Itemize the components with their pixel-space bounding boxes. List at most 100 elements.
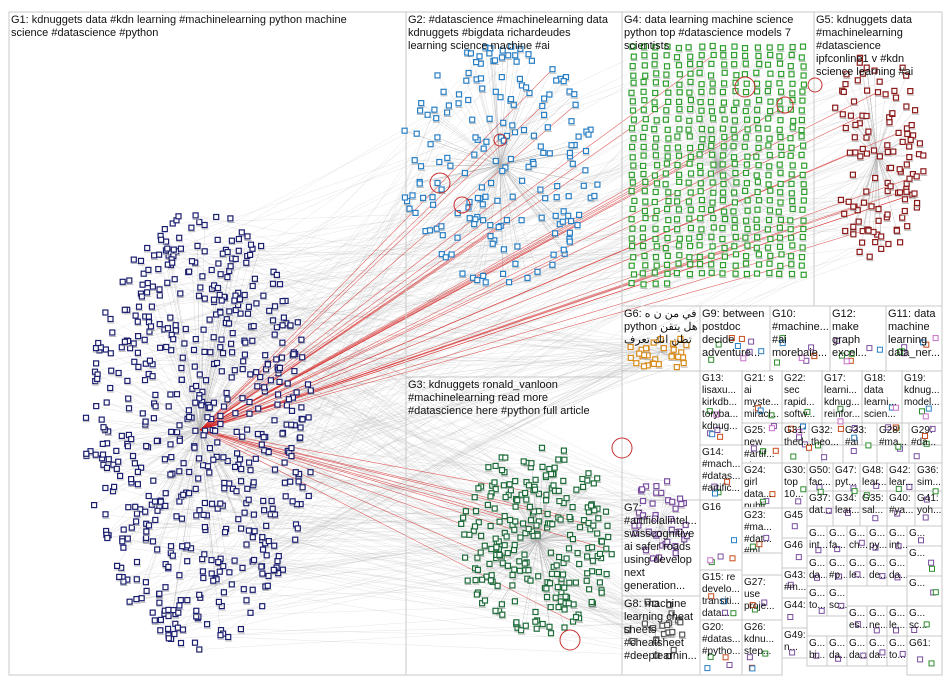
node-g2	[500, 270, 507, 277]
node-g1	[191, 639, 199, 646]
node-g50	[817, 488, 824, 495]
node-g4	[707, 98, 715, 106]
edge	[199, 264, 792, 431]
node-g4	[663, 52, 670, 59]
edge	[116, 468, 644, 502]
edge	[430, 144, 501, 166]
node-g5	[875, 217, 882, 224]
node-g5	[890, 148, 897, 155]
node-g3	[533, 625, 540, 632]
node-g3	[475, 485, 482, 492]
node-g4	[733, 179, 740, 186]
node-g2	[538, 214, 545, 221]
edge	[537, 539, 593, 561]
edge	[173, 339, 201, 431]
node-gm8	[854, 571, 861, 578]
edge	[138, 243, 889, 337]
node-g1	[237, 625, 244, 633]
edge	[179, 236, 700, 441]
group-label-gm15: G... le...	[889, 608, 906, 631]
node-g2	[413, 130, 420, 137]
node-gm16	[813, 652, 820, 659]
edge	[204, 298, 687, 346]
node-g5	[908, 121, 915, 129]
node-g4	[687, 224, 695, 232]
node-g1	[174, 624, 181, 631]
node-g1	[220, 589, 227, 596]
node-g3	[598, 589, 605, 596]
node-g1	[157, 344, 164, 351]
node-g4	[720, 52, 727, 59]
node-g4	[708, 126, 715, 133]
node-g4	[664, 234, 671, 242]
group-label-g3: G3: kdnuggets ronald_vanloon #machinelea…	[408, 379, 590, 417]
node-g7	[642, 547, 650, 554]
node-g4	[789, 242, 796, 249]
node-g4	[754, 178, 762, 185]
node-g4	[767, 98, 774, 105]
node-g4	[709, 243, 716, 250]
edge	[153, 429, 201, 481]
edge	[263, 182, 888, 438]
node-g4	[787, 152, 794, 159]
node-g3	[608, 551, 615, 558]
node-g5	[863, 134, 870, 141]
node-g3	[504, 549, 511, 557]
node-g1	[227, 263, 234, 270]
node-g1	[204, 414, 211, 421]
edge	[199, 248, 253, 431]
node-g1	[237, 310, 244, 317]
node-g3	[563, 555, 570, 562]
node-g7	[639, 497, 647, 505]
node-g3	[528, 460, 535, 467]
node-g1	[165, 606, 172, 614]
node-g4	[799, 43, 807, 50]
node-g1	[220, 403, 228, 410]
node-g4	[721, 244, 728, 252]
node-g3	[525, 567, 532, 574]
edge	[434, 109, 501, 166]
node-g1	[162, 502, 169, 509]
node-g4	[789, 43, 796, 51]
node-g4	[753, 153, 760, 160]
node-g4	[665, 98, 672, 106]
edge	[173, 338, 661, 611]
node-g1	[247, 609, 254, 616]
node-g26	[746, 654, 753, 661]
node-g5	[904, 130, 911, 138]
edge	[514, 539, 539, 546]
node-g3	[566, 513, 573, 521]
edge	[180, 243, 493, 601]
node-g1	[192, 485, 199, 492]
node-g2	[480, 217, 487, 224]
node-gm12	[838, 602, 845, 609]
node-g1	[138, 293, 145, 300]
edge	[499, 132, 516, 166]
node-g4	[730, 106, 738, 114]
node-g4	[732, 170, 739, 177]
node-g4	[640, 78, 647, 86]
group-label-g13: G13: lisaxu... kirkdb... toryba... kdnug…	[702, 373, 739, 432]
group-box-gm12	[826, 585, 848, 617]
node-g1	[128, 436, 135, 443]
edge	[284, 109, 435, 483]
node-g4	[686, 117, 693, 124]
node-g4	[652, 44, 659, 51]
node-g8	[652, 637, 660, 644]
node-g1	[128, 476, 135, 483]
edge	[499, 114, 545, 166]
edge	[199, 429, 505, 517]
node-g4	[686, 89, 693, 96]
edge	[204, 122, 504, 504]
node-g4	[697, 144, 705, 151]
node-g1	[218, 368, 225, 375]
node-g1	[176, 468, 183, 475]
node-g5	[903, 125, 911, 132]
node-g1	[175, 213, 182, 220]
highlight-node	[453, 196, 471, 214]
node-g27	[761, 599, 768, 606]
node-g4	[767, 252, 774, 259]
edge	[876, 154, 907, 190]
edge	[168, 406, 492, 576]
node-g1	[100, 424, 107, 431]
